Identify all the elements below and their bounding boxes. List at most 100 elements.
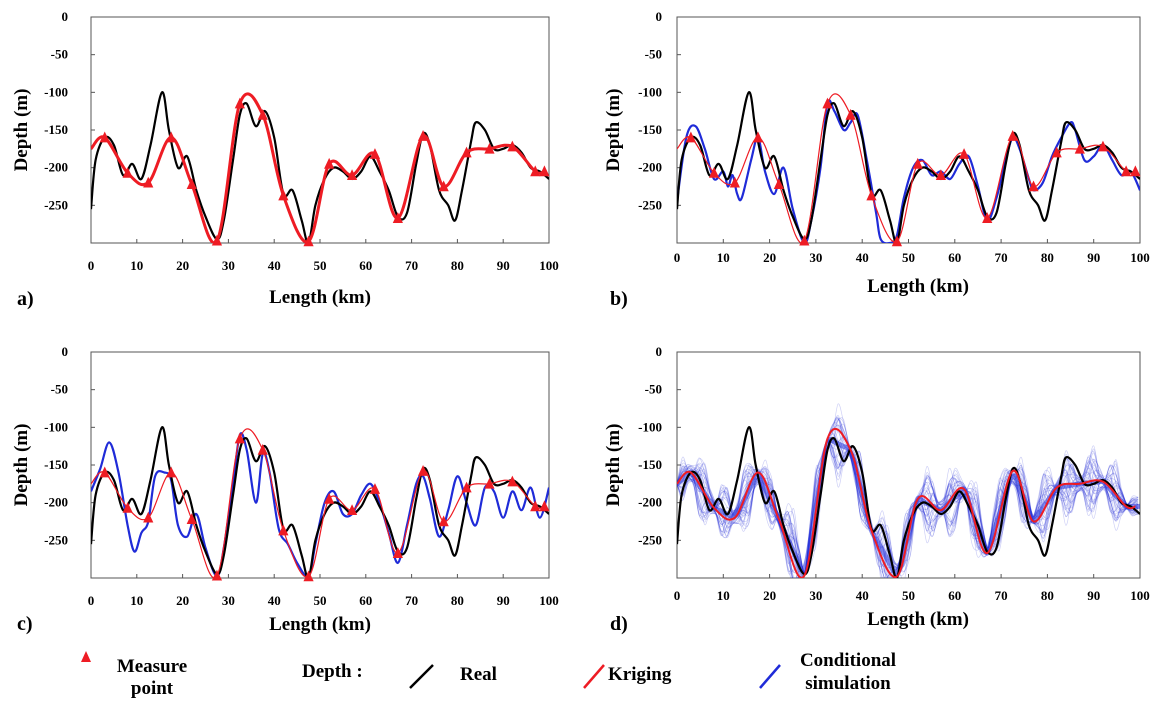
measure-point [1097, 140, 1109, 152]
x-tick-label: 90 [1087, 588, 1100, 603]
x-tick-label: 20 [763, 250, 776, 265]
measure-point [982, 212, 993, 223]
x-tick-label: 50 [902, 588, 915, 603]
y-tick-label: -250 [44, 532, 68, 547]
measure-point [438, 180, 449, 192]
y-tick-label: -200 [44, 160, 68, 175]
measure-point [186, 513, 197, 525]
measure-point [346, 504, 358, 515]
y-tick-label: -150 [44, 457, 68, 472]
measure-point [1051, 146, 1062, 158]
series-conditional [677, 99, 1140, 243]
x-tick-label: 50 [902, 250, 915, 265]
x-tick-label: 70 [995, 588, 1008, 603]
measure-point [822, 97, 833, 109]
measure-point [392, 212, 403, 223]
measure-point [143, 176, 154, 188]
x-tick-label: 20 [176, 593, 189, 608]
measure-point [1121, 165, 1132, 177]
y-tick-label: -100 [44, 84, 68, 99]
measure-point [211, 569, 223, 581]
measure-point [324, 492, 335, 504]
series-conditional [91, 432, 549, 578]
ensemble-realization [677, 428, 1139, 578]
legend-real-label: Real [460, 664, 497, 685]
ensemble-realization [677, 441, 1139, 578]
x-tick-label: 10 [130, 593, 143, 608]
x-tick-label: 60 [948, 250, 961, 265]
series-real [91, 426, 549, 578]
measure-point [799, 234, 810, 246]
ensemble-realization [677, 418, 1139, 575]
x-tick-label: 20 [176, 258, 189, 273]
panel-label: d) [610, 613, 628, 635]
measure-point [461, 481, 472, 493]
x-tick-label: 100 [539, 258, 559, 273]
measure-point [257, 443, 268, 455]
y-tick-label: 0 [656, 344, 663, 359]
measure-point [369, 483, 381, 494]
y-tick-label: -150 [638, 457, 662, 472]
measure-point [530, 500, 541, 512]
measure-point [729, 176, 740, 188]
panel-a-chart: 0 -50 -100 -150 -200 -250 0 10 20 30 40 50 60 70 80 90 1… [11, 9, 559, 310]
series-kriging [91, 428, 545, 578]
y-tick-label: 0 [656, 9, 663, 24]
legend-real-line [409, 664, 434, 689]
panel-label: b) [610, 288, 628, 310]
y-tick-label: -100 [44, 419, 68, 434]
ensemble-realization [677, 440, 1139, 578]
x-tick-label: 90 [1087, 250, 1100, 265]
panel-d-chart: 0 -50 -100 -150 -200 -250 0 10 20 30 40 50 60 70 80 90 1… [603, 344, 1150, 635]
y-tick-label: -150 [638, 122, 662, 137]
y-tick-label: 0 [62, 344, 69, 359]
measure-point [186, 178, 197, 190]
x-tick-label: 80 [451, 258, 464, 273]
measure-point [773, 178, 784, 190]
series-kriging [91, 92, 545, 243]
y-tick-label: -250 [638, 197, 662, 212]
x-tick-label: 10 [130, 258, 143, 273]
measure-point [685, 131, 696, 143]
legend-cond-label-1: Conditional [800, 650, 896, 671]
measure-point [958, 148, 970, 159]
x-tick-label: 100 [1130, 588, 1150, 603]
measure-point [166, 131, 177, 143]
measure-point [122, 166, 133, 178]
plot-frame [676, 16, 1141, 244]
panel-label: c) [17, 613, 33, 635]
x-tick-label: 80 [1041, 588, 1054, 603]
x-tick-label: 80 [451, 593, 464, 608]
x-axis-label: Length (km) [867, 276, 969, 297]
series-kriging [677, 93, 1136, 243]
measure-point [278, 189, 289, 201]
measure-point [708, 166, 720, 178]
measure-point [417, 130, 429, 141]
y-tick-label: -200 [44, 495, 68, 510]
measure-point [891, 235, 903, 247]
x-tick-label: 90 [497, 593, 510, 608]
x-tick-label: 40 [856, 588, 869, 603]
x-tick-label: 90 [497, 258, 510, 273]
legend-measure-marker [81, 651, 91, 662]
measure-point [530, 165, 541, 177]
measure-point [234, 432, 245, 444]
legend-cond-label-2: simulation [805, 673, 891, 694]
measure-point [1074, 142, 1085, 154]
measure-point [303, 570, 314, 582]
legend-kriging-line [583, 664, 605, 689]
x-tick-label: 60 [948, 588, 961, 603]
x-tick-label: 80 [1041, 250, 1054, 265]
series-real [677, 426, 1140, 578]
measure-point [539, 165, 550, 177]
plot-area [91, 426, 549, 578]
panel-c-chart: 0 -50 -100 -150 -200 -250 0 10 20 30 40 50 60 70 80 90 1… [11, 344, 559, 635]
x-tick-label: 30 [222, 593, 235, 608]
x-tick-label: 40 [268, 258, 281, 273]
y-tick-label: -50 [645, 47, 662, 62]
x-tick-label: 10 [717, 588, 730, 603]
series-real [91, 91, 549, 243]
x-tick-label: 100 [539, 593, 559, 608]
measure-point [234, 97, 245, 109]
x-tick-label: 70 [995, 250, 1008, 265]
